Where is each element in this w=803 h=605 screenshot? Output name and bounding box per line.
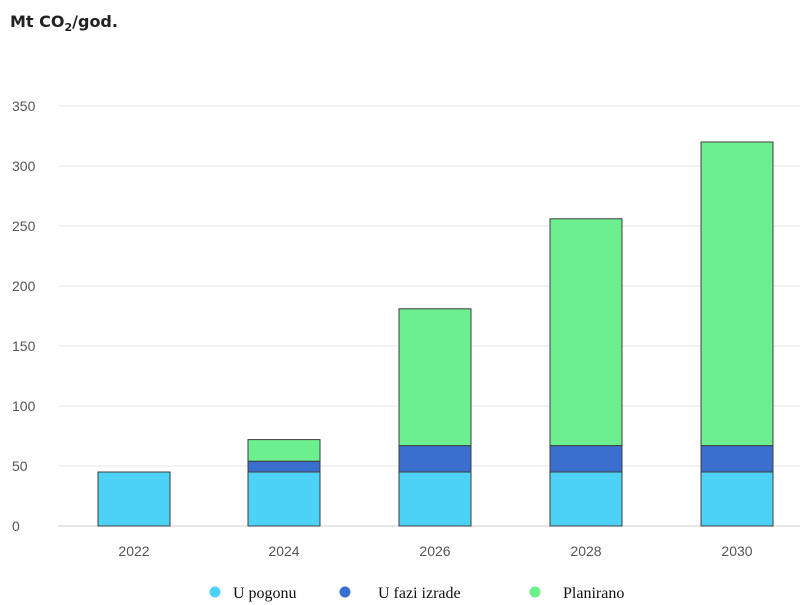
y-axis-unit-label: Mt CO2/god.	[10, 12, 118, 34]
x-tick-label-2024: 2024	[268, 543, 299, 559]
unit-label-prefix: Mt CO	[10, 12, 65, 31]
y-tick-label-200: 200	[12, 278, 36, 294]
bar-2024-u-fazi-izrade	[247, 460, 321, 473]
legend-marker-0	[209, 586, 221, 598]
bars	[97, 141, 774, 527]
x-tick-label-2028: 2028	[570, 543, 601, 559]
bar-2024-planirano	[247, 439, 321, 462]
y-tick-label-250: 250	[12, 218, 36, 234]
bar-2022-u-pogonu	[97, 471, 171, 527]
bar-2028-planirano	[549, 218, 623, 447]
legend-marker-2	[529, 586, 541, 598]
bar-2024-u-pogonu	[247, 471, 321, 527]
unit-label-subscript: 2	[64, 21, 73, 34]
legend-item-u-fazi-izrade: U fazi izrade	[339, 585, 461, 602]
x-tick-label-2026: 2026	[419, 543, 450, 559]
y-tick-label-50: 50	[12, 458, 28, 474]
bar-2028-u-fazi-izrade	[549, 445, 623, 473]
legend-item-u-pogonu: U pogonu	[209, 585, 297, 602]
legend: U pogonu U fazi izrade Planirano	[209, 585, 624, 602]
y-tick-label-0: 0	[12, 518, 20, 534]
bar-2030-planirano	[700, 141, 774, 447]
y-tick-label-150: 150	[12, 338, 36, 354]
x-tick-label-2022: 2022	[118, 543, 149, 559]
legend-marker-1	[339, 586, 351, 598]
x-axis-ticks: 2022 2024 2026 2028 2030	[118, 543, 752, 559]
y-tick-label-300: 300	[12, 158, 36, 174]
unit-label-suffix: /god.	[72, 12, 118, 31]
bar-2028-u-pogonu	[549, 471, 623, 527]
legend-label-2: Planirano	[563, 585, 624, 602]
y-axis-ticks: 0 50 100 150 200 250 300 350	[12, 98, 36, 534]
bar-2026-planirano	[398, 308, 472, 447]
bar-2026-u-fazi-izrade	[398, 445, 472, 473]
y-tick-label-100: 100	[12, 398, 36, 414]
x-tick-label-2030: 2030	[721, 543, 752, 559]
legend-label-0: U pogonu	[233, 585, 297, 602]
bar-2026-u-pogonu	[398, 471, 472, 527]
bar-2030-u-pogonu	[700, 471, 774, 527]
bar-2030-u-fazi-izrade	[700, 445, 774, 473]
legend-item-planirano: Planirano	[529, 585, 624, 602]
legend-label-1: U fazi izrade	[378, 585, 461, 602]
y-tick-label-350: 350	[12, 98, 36, 114]
